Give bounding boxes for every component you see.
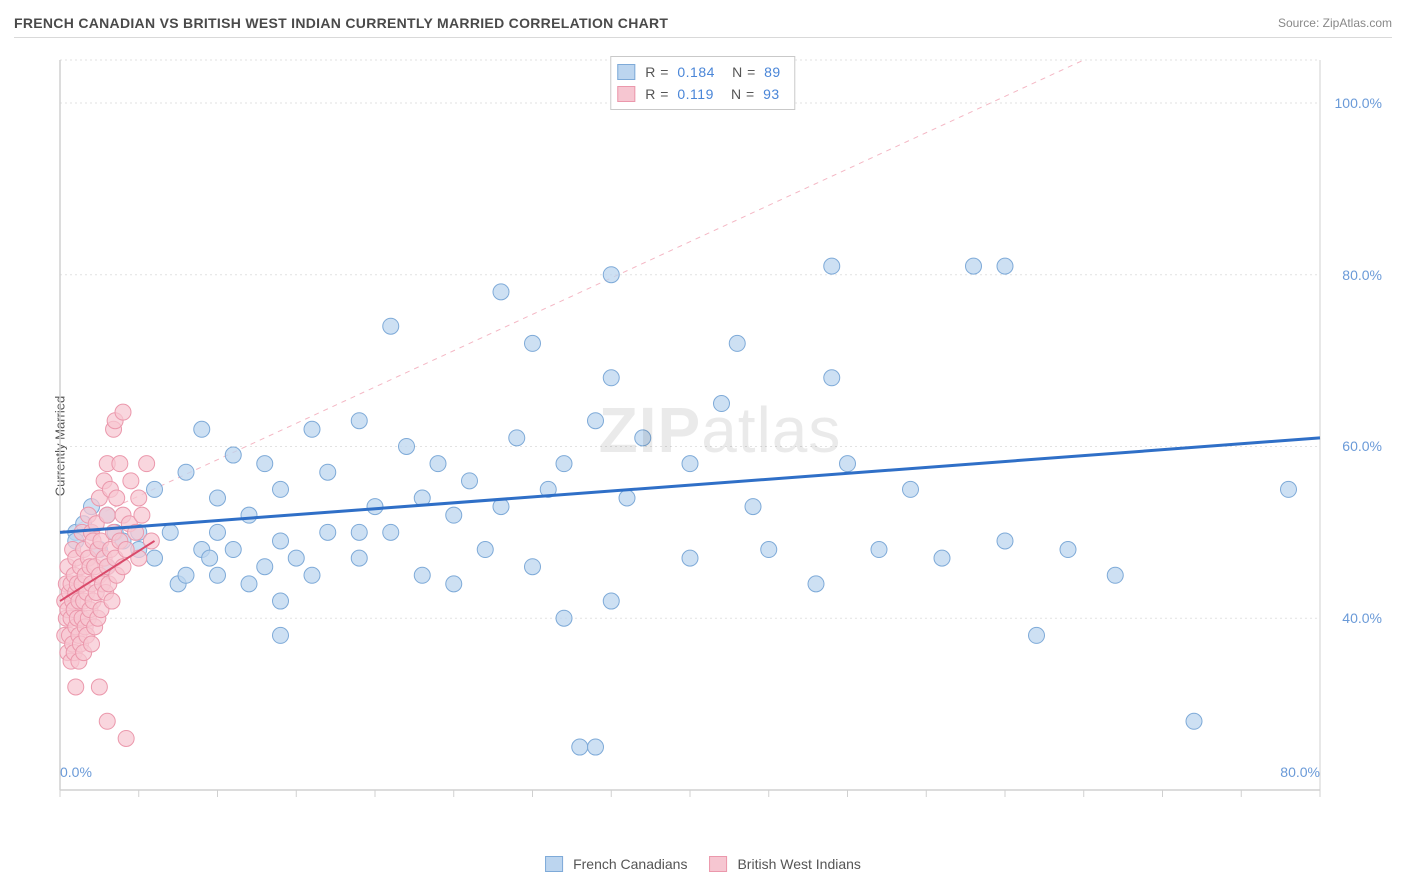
x-tick-label: 0.0%	[60, 764, 92, 780]
correlation-legend: R = 0.184 N = 89 R = 0.119 N = 93	[610, 56, 795, 110]
legend-swatch	[617, 86, 635, 102]
legend-label: British West Indians	[737, 856, 860, 872]
legend-swatch	[709, 856, 727, 872]
x-tick-label: 80.0%	[1280, 764, 1320, 780]
correlation-text: R = 0.119 N = 93	[645, 86, 783, 102]
legend-swatch	[617, 64, 635, 80]
legend-label: French Canadians	[573, 856, 687, 872]
series-legend: French Canadians British West Indians	[545, 856, 861, 872]
legend-item: British West Indians	[709, 856, 860, 872]
correlation-row: R = 0.119 N = 93	[617, 83, 784, 105]
correlation-row: R = 0.184 N = 89	[617, 61, 784, 83]
y-tick-label: 80.0%	[1342, 267, 1382, 283]
legend-item: French Canadians	[545, 856, 687, 872]
y-tick-label: 60.0%	[1342, 438, 1382, 454]
header: FRENCH CANADIAN VS BRITISH WEST INDIAN C…	[14, 12, 1392, 38]
y-tick-label: 100.0%	[1335, 95, 1382, 111]
y-tick-label: 40.0%	[1342, 610, 1382, 626]
source-attribution: Source: ZipAtlas.com	[1278, 16, 1392, 30]
chart-title: FRENCH CANADIAN VS BRITISH WEST INDIAN C…	[14, 15, 668, 31]
chart-svg	[50, 50, 1390, 810]
correlation-text: R = 0.184 N = 89	[645, 64, 784, 80]
legend-swatch	[545, 856, 563, 872]
plot-area: ZIPatlas 40.0%60.0%80.0%100.0%0.0%80.0%	[50, 50, 1390, 810]
